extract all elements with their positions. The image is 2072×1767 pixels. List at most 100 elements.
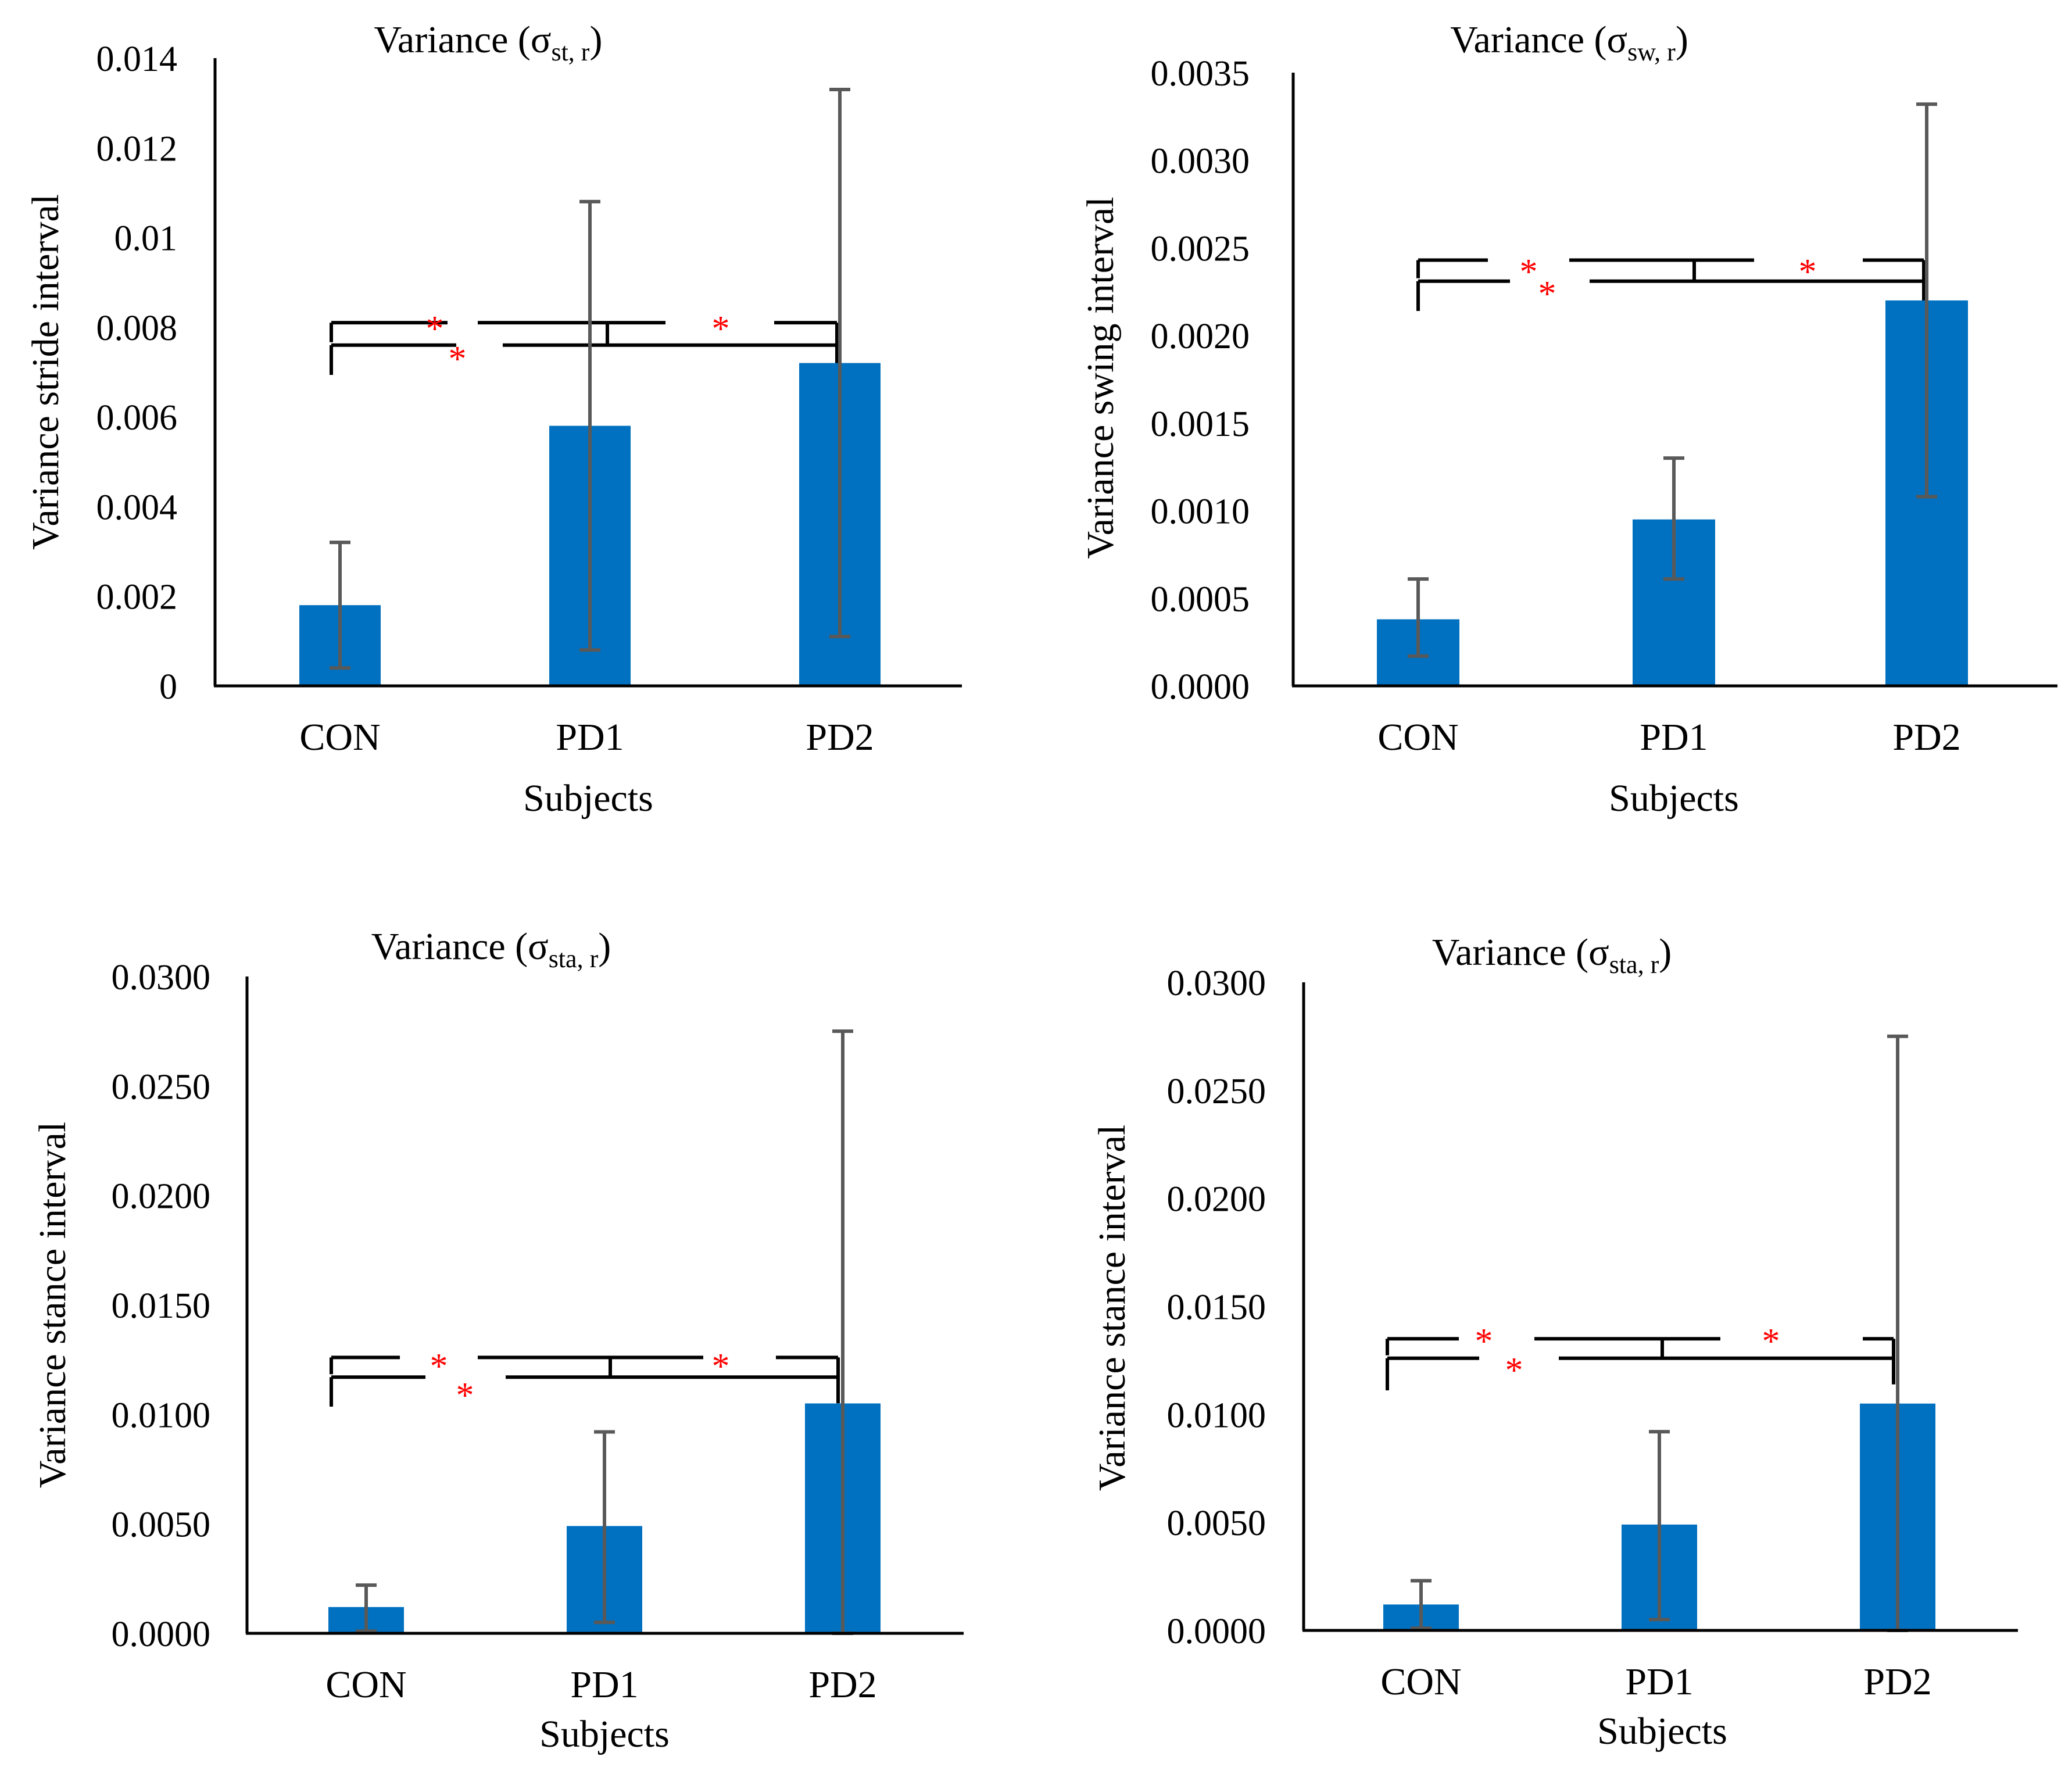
x-tick-label-con: CON	[325, 1664, 406, 1706]
y-tick-label: 0.0035	[1151, 54, 1250, 94]
x-tick-label-pd1: PD1	[556, 716, 624, 759]
y-tick-labels: 0.0000 0.0050 0.0100 0.0150 0.0200 0.0250 0.03…	[1167, 964, 1266, 1651]
significance-asterisk: *	[1799, 252, 1817, 292]
x-tick-labels: CON PD1 PD2	[299, 716, 874, 759]
y-tick-label: 0.0020	[1151, 317, 1250, 356]
error-bar-con	[356, 1583, 377, 1633]
chart-stride: Variance (σst, r) 00.0020.0040.0060.0080…	[24, 19, 962, 820]
chart-stance-left: Variance (σsta, r) 0.00000.00500.01000.0…	[31, 925, 964, 1755]
significance-brackets: * * *	[1386, 1322, 1895, 1390]
error-bar-pd1	[1649, 1430, 1670, 1622]
significance-asterisk: *	[456, 1376, 474, 1415]
y-axis-label: Variance stance interval	[31, 1122, 74, 1488]
y-tick-label: 0.0050	[1167, 1504, 1266, 1543]
x-tick-label-pd1: PD1	[570, 1664, 638, 1706]
y-tick-label: 0.0005	[1151, 580, 1250, 619]
x-tick-label-pd2: PD2	[806, 716, 874, 759]
x-axis-label: Subjects	[1609, 777, 1739, 820]
y-axis-label: Variance stride interval	[24, 194, 67, 550]
y-tick-labels: 0.0000 0.0050 0.0100 0.0150 0.0200 0.0250 0.03…	[112, 958, 211, 1654]
significance-brackets: * **	[1416, 252, 1926, 314]
y-tick-label: 0.0200	[1167, 1180, 1266, 1219]
y-tick-label: 0.0000	[1151, 667, 1250, 707]
x-tick-label-pd2: PD2	[1863, 1661, 1931, 1703]
y-tick-label: 0.0050	[112, 1505, 211, 1545]
y-tick-label: 0.0300	[1167, 964, 1266, 1003]
y-tick-label: 0.0250	[112, 1067, 211, 1107]
x-axis-label: Subjects	[523, 777, 653, 820]
error-bar-pd1	[594, 1430, 615, 1625]
y-tick-labels: 0.0000 0.0005 0.0010 0.0015 0.0020 0.0025 0.00…	[1151, 54, 1250, 707]
x-tick-labels: CON PD1 PD2	[1380, 1661, 1931, 1703]
error-bars	[1411, 1034, 1908, 1632]
y-tick-label: 0.0010	[1151, 492, 1250, 532]
error-bar-pd1	[579, 199, 600, 652]
significance-asterisk: *	[430, 1347, 448, 1386]
y-tick-label: 0.012	[96, 129, 178, 169]
y-tick-label: 0.01	[114, 219, 178, 259]
y-axis-label: Variance stance interval	[1091, 1125, 1133, 1491]
error-bar-con	[1408, 577, 1429, 658]
chart-title: Variance (σsw, r)	[1450, 19, 1688, 66]
y-tick-label: 0.0000	[112, 1615, 211, 1654]
x-tick-label-pd1: PD1	[1640, 716, 1708, 759]
significance-asterisk: *	[1762, 1322, 1780, 1361]
significance-asterisk: *	[712, 1347, 730, 1386]
x-tick-label-pd1: PD1	[1625, 1661, 1693, 1703]
error-bars	[356, 1029, 853, 1635]
chart-swing: Variance (σsw, r) 0.00000.00050.00100.00…	[1079, 19, 2057, 820]
significance-bracket-lines	[1416, 258, 1926, 311]
y-tick-label: 0.0015	[1151, 405, 1250, 444]
y-tick-label: 0.006	[96, 398, 178, 438]
significance-brackets: * **	[330, 309, 839, 379]
x-tick-labels: CON PD1 PD2	[325, 1664, 876, 1706]
y-tick-label: 0.0150	[1167, 1288, 1266, 1328]
x-tick-labels: CON PD1 PD2	[1377, 716, 1960, 759]
significance-bracket-lines	[330, 1355, 840, 1407]
significance-bracket-lines	[1386, 1337, 1895, 1390]
y-tick-label: 0.0300	[112, 958, 211, 997]
error-bar-pd2	[829, 88, 850, 639]
error-bars	[330, 88, 850, 670]
significance-brackets: * **	[330, 1347, 840, 1415]
y-tick-label: 0.004	[96, 488, 178, 527]
y-tick-label: 0.014	[96, 40, 178, 79]
significance-asterisk: *	[1475, 1322, 1493, 1361]
error-bar-pd2	[1916, 102, 1937, 499]
y-tick-label: 0.0000	[1167, 1612, 1266, 1651]
x-tick-label-con: CON	[1380, 1661, 1461, 1703]
error-bar-pd1	[1663, 456, 1684, 581]
chart-title: Variance (σsta, r)	[371, 925, 611, 973]
significance-bracket-lines	[330, 321, 839, 375]
error-bar-con	[1411, 1579, 1432, 1630]
significance-asterisk: *	[712, 309, 730, 349]
error-bar-con	[330, 541, 350, 670]
error-bars	[1408, 102, 1937, 658]
x-tick-label-con: CON	[299, 716, 380, 759]
significance-asterisk: *	[449, 339, 467, 379]
chart-title: Variance (σst, r)	[374, 19, 603, 66]
significance-asterisk: *	[1538, 274, 1556, 314]
significance-asterisk: *	[1505, 1351, 1523, 1390]
y-tick-label: 0.0250	[1167, 1072, 1266, 1111]
y-tick-label: 0.0100	[1167, 1396, 1266, 1435]
y-tick-label: 0.002	[96, 578, 178, 617]
chart-title: Variance (σsta, r)	[1432, 931, 1672, 979]
y-tick-label: 0.0150	[112, 1286, 211, 1326]
y-tick-label: 0.0200	[112, 1177, 211, 1217]
y-tick-label: 0.0100	[112, 1396, 211, 1435]
y-tick-label: 0	[159, 667, 177, 707]
x-tick-label-pd2: PD2	[1892, 716, 1960, 759]
x-axis-label: Subjects	[1597, 1710, 1727, 1752]
y-tick-labels: 0 0.002 0.004 0.006 0.008 0.01 0.012 0.014	[96, 40, 178, 707]
significance-asterisk: *	[426, 309, 444, 349]
significance-asterisk: *	[1520, 252, 1538, 292]
y-tick-label: 0.0030	[1151, 142, 1250, 181]
chart-stance-right: Variance (σsta, r) 0.00000.00500.01000.0…	[1091, 931, 2018, 1752]
x-tick-label-con: CON	[1377, 716, 1458, 759]
y-tick-label: 0.008	[96, 309, 178, 348]
x-tick-label-pd2: PD2	[808, 1664, 876, 1706]
y-tick-label: 0.0025	[1151, 229, 1250, 269]
